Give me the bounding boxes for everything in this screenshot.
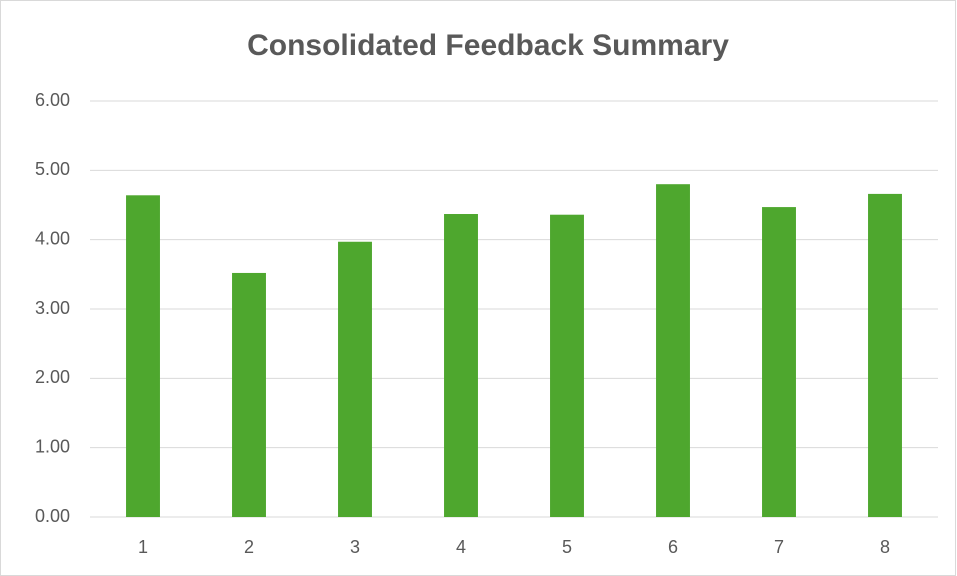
bar: [762, 207, 796, 517]
bar: [868, 193, 902, 517]
bar: [338, 241, 372, 517]
bar: [444, 214, 478, 517]
x-tick-label: 5: [562, 537, 572, 557]
y-tick-label: 1.00: [35, 436, 70, 456]
y-tick-label: 3.00: [35, 298, 70, 318]
bar: [126, 195, 160, 517]
y-tick-label: 0.00: [35, 506, 70, 526]
y-tick-label: 4.00: [35, 228, 70, 248]
x-tick-label: 8: [880, 537, 890, 557]
x-tick-label: 3: [350, 537, 360, 557]
chart-title: Consolidated Feedback Summary: [247, 29, 729, 62]
y-tick-label: 5.00: [35, 159, 70, 179]
bar: [232, 272, 266, 517]
y-tick-label: 6.00: [35, 90, 70, 110]
x-tick-label: 2: [244, 537, 254, 557]
x-tick-label: 7: [774, 537, 784, 557]
y-tick-label: 2.00: [35, 367, 70, 387]
x-tick-label: 1: [138, 537, 148, 557]
x-tick-label: 4: [456, 537, 466, 557]
bar: [550, 214, 584, 517]
x-tick-label: 6: [668, 537, 678, 557]
bar: [656, 184, 690, 517]
